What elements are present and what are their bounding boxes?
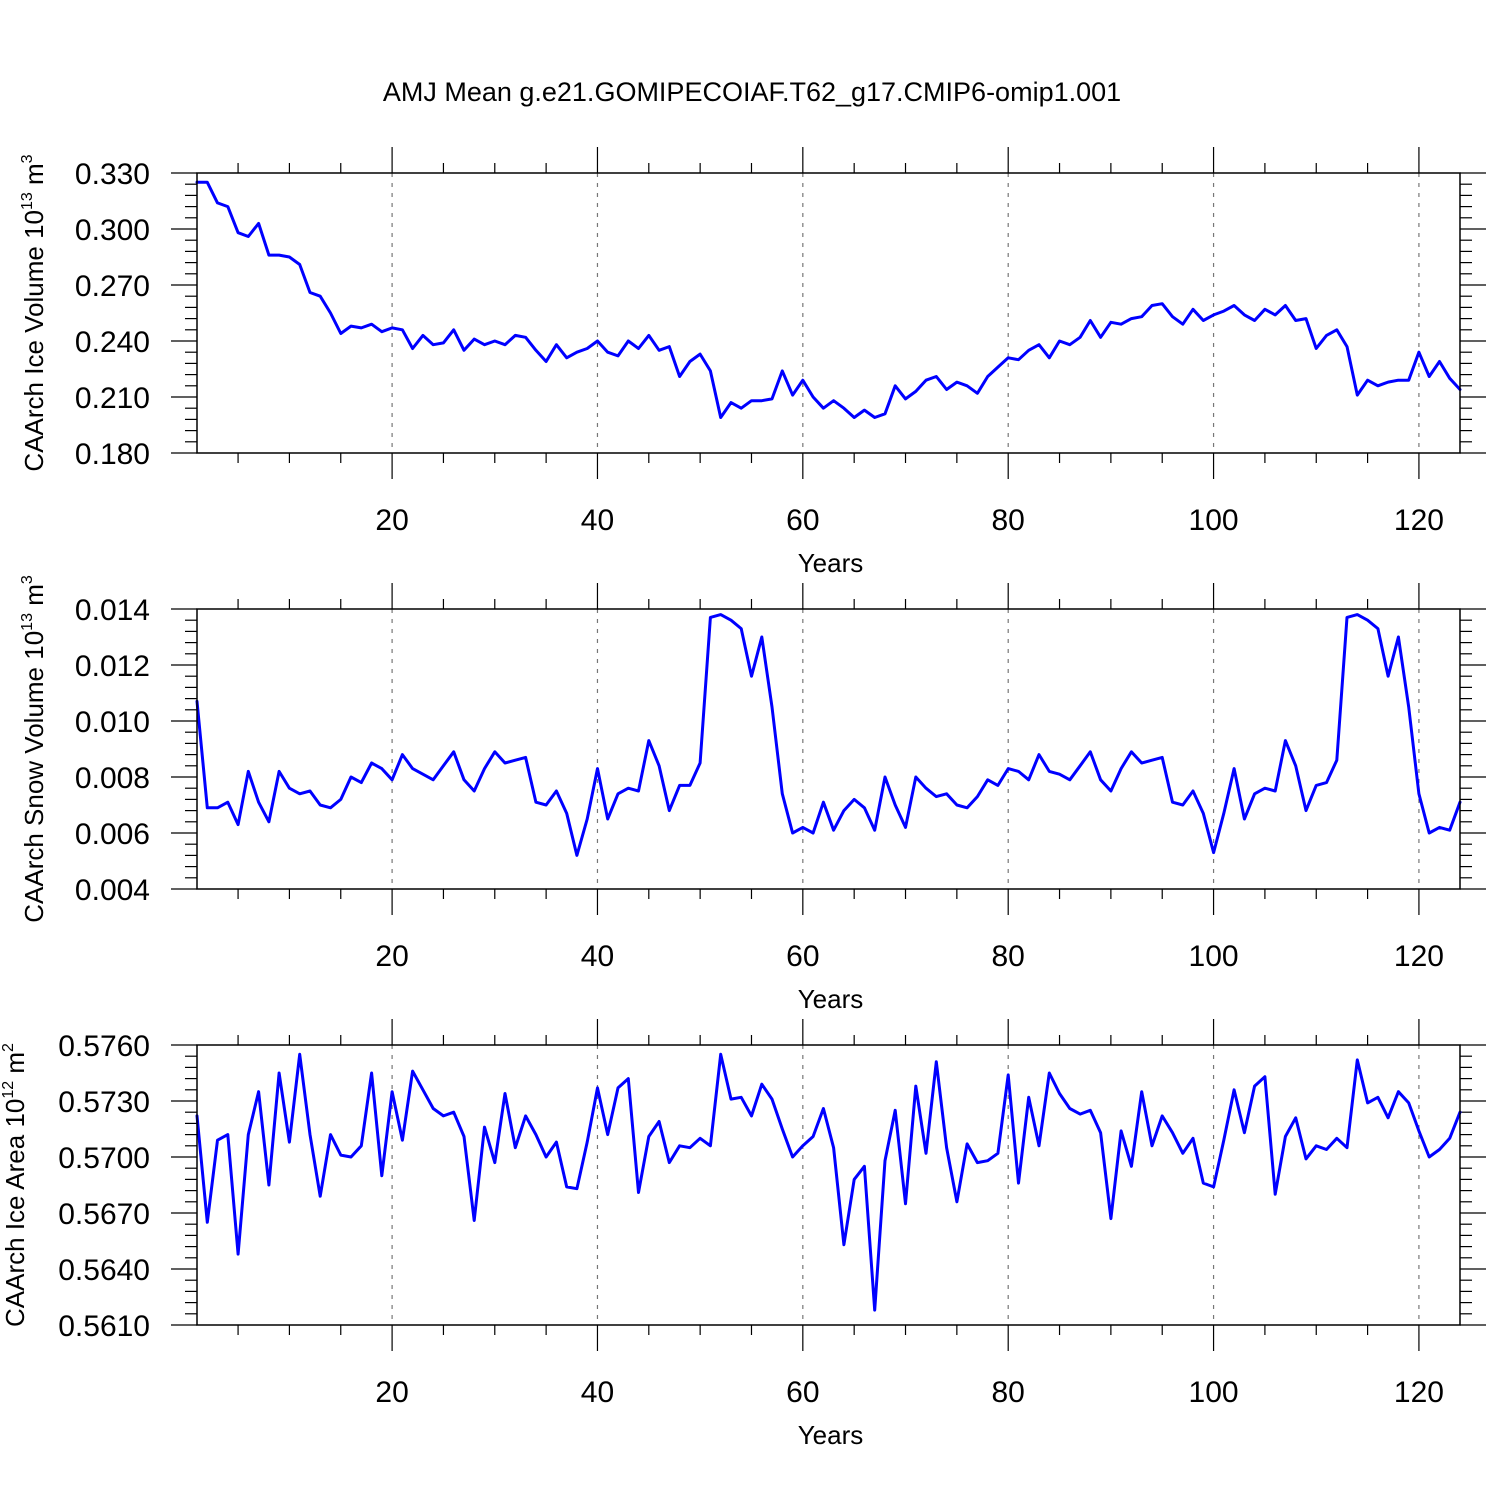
y-axis-label-exponent: 13 — [19, 613, 36, 631]
y-tick-label: 0.180 — [75, 438, 150, 471]
plot-frame — [196, 1044, 1461, 1326]
x-tick-label: 20 — [375, 1376, 408, 1409]
plot-frame — [196, 608, 1461, 890]
y-tick-label: 0.5730 — [58, 1086, 150, 1119]
y-tick-label: 0.210 — [75, 382, 150, 415]
x-tick-label: 60 — [786, 1376, 819, 1409]
panels-group: 20 40 60 80 100 120 0.180 0.210 0.240 0.270 0.300 0… — [0, 147, 1486, 1450]
x-tick-label: 20 — [375, 504, 408, 537]
x-tick-label: 20 — [375, 940, 408, 973]
y-axis-label: CAArch Snow Volume 1013 m3 — [19, 575, 49, 923]
y-axis-label-text: CAArch Ice Area 10 — [0, 1099, 30, 1327]
y-tick-label: 0.240 — [75, 326, 150, 359]
y-tick-label: 0.5640 — [58, 1254, 150, 1287]
chart-panel-1: 20 40 60 80 100 120 0.180 0.210 0.240 0.270 0.300 0… — [19, 147, 1486, 578]
y-tick-label: 0.300 — [75, 214, 150, 247]
chart-title: AMJ Mean g.e21.GOMIPECOIAF.T62_g17.CMIP6… — [383, 77, 1121, 107]
x-axis-label: Years — [798, 1420, 864, 1450]
x-tick-label: 120 — [1394, 1376, 1444, 1409]
series-line — [195, 613, 1462, 857]
y-axis-label-text: CAArch Snow Volume 10 — [19, 631, 49, 923]
x-tick-label: 80 — [992, 504, 1025, 537]
x-tick-label: 40 — [581, 1376, 614, 1409]
x-tick-label: 40 — [581, 940, 614, 973]
y-axis-label-exponent: 12 — [0, 1081, 17, 1099]
y-tick-label: 0.270 — [75, 270, 150, 303]
y-axis-label-exponent: 13 — [19, 192, 36, 210]
x-tick-label: 80 — [992, 940, 1025, 973]
x-axis-label: Years — [798, 548, 864, 578]
y-axis-label-text: CAArch Ice Volume 10 — [19, 210, 49, 472]
y-tick-label: 0.004 — [75, 874, 150, 907]
y-tick-label: 0.5670 — [58, 1198, 150, 1231]
y-tick-label: 0.5760 — [58, 1030, 150, 1063]
x-tick-label: 120 — [1394, 504, 1444, 537]
y-axis-label-unit: m — [19, 584, 49, 613]
x-tick-label: 100 — [1189, 504, 1239, 537]
chart-panel-3: 20 40 60 80 100 120 0.5610 0.5640 0.5670 0.5700 0.… — [0, 1019, 1486, 1450]
y-tick-label: 0.012 — [75, 650, 150, 683]
y-tick-label: 0.006 — [75, 818, 150, 851]
x-tick-label: 100 — [1189, 940, 1239, 973]
x-tick-label: 60 — [786, 504, 819, 537]
y-axis-label: CAArch Ice Area 1012 m2 — [0, 1043, 30, 1327]
series-line — [195, 180, 1462, 419]
y-axis-label-unit: m — [0, 1052, 30, 1081]
y-tick-label: 0.008 — [75, 762, 150, 795]
x-tick-label: 120 — [1394, 940, 1444, 973]
y-axis-label-unit: m — [19, 163, 49, 192]
y-axis-label-unit-exponent: 2 — [0, 1043, 17, 1052]
y-axis-label-unit-exponent: 3 — [19, 154, 36, 163]
series-line — [195, 1052, 1462, 1312]
x-tick-label: 60 — [786, 940, 819, 973]
x-tick-label: 100 — [1189, 1376, 1239, 1409]
x-tick-label: 80 — [992, 1376, 1025, 1409]
y-axis-label-unit-exponent: 3 — [19, 575, 36, 584]
plot-frame — [196, 172, 1461, 454]
x-tick-label: 40 — [581, 504, 614, 537]
y-tick-label: 0.5700 — [58, 1142, 150, 1175]
chart-panel-2: 20 40 60 80 100 120 0.004 0.006 0.008 0.010 0.012 0… — [19, 575, 1486, 1014]
y-tick-label: 0.5610 — [58, 1310, 150, 1343]
x-axis-label: Years — [798, 984, 864, 1014]
y-axis-label: CAArch Ice Volume 1013 m3 — [19, 154, 49, 471]
y-tick-label: 0.014 — [75, 594, 150, 627]
y-tick-label: 0.010 — [75, 706, 150, 739]
y-tick-label: 0.330 — [75, 158, 150, 191]
